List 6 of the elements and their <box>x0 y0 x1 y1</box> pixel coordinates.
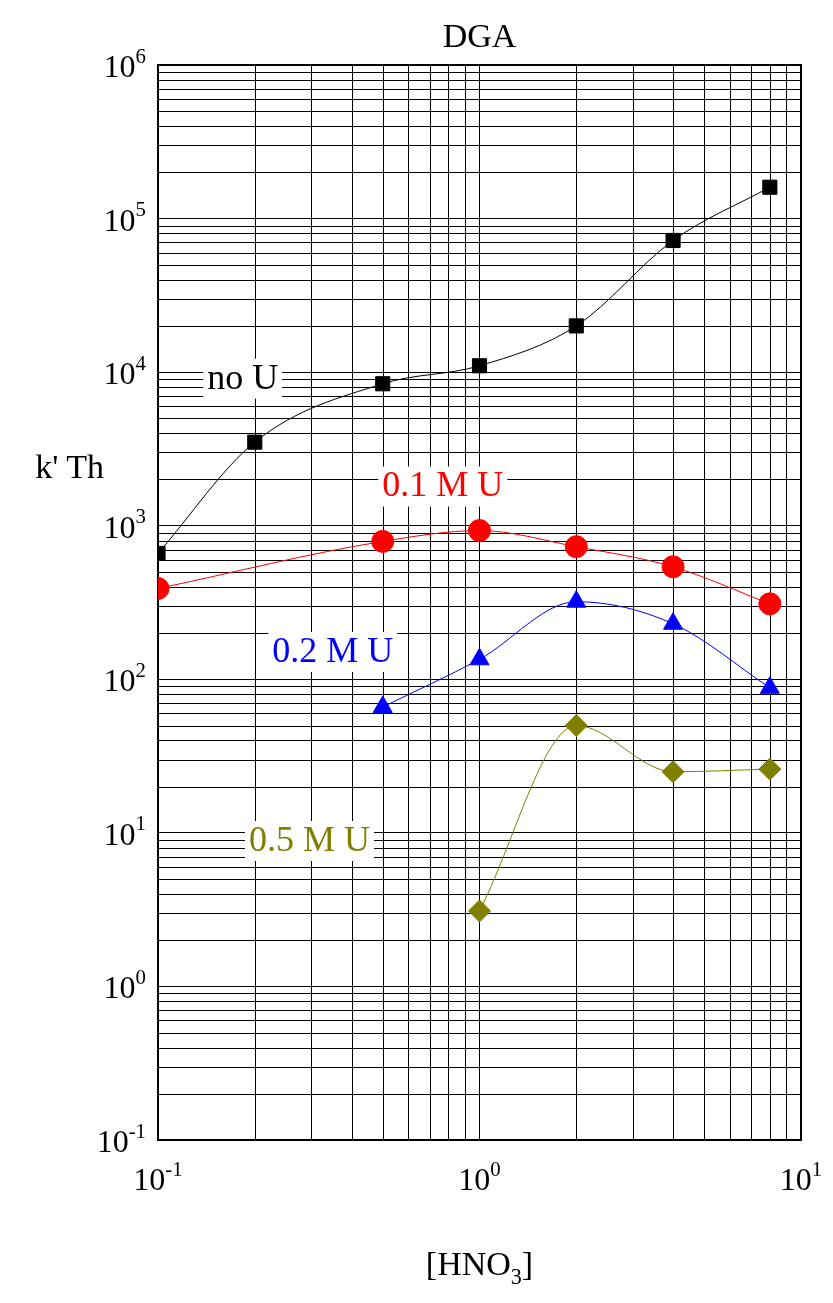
chart-title: DGA <box>442 17 517 54</box>
y-axis-title: k' Th <box>35 447 105 485</box>
series-label: 0.1 M U <box>382 464 504 505</box>
text: 0.5 M U <box>249 818 371 859</box>
series-label: no U <box>207 356 279 397</box>
series-label: 0.2 M U <box>272 630 394 670</box>
